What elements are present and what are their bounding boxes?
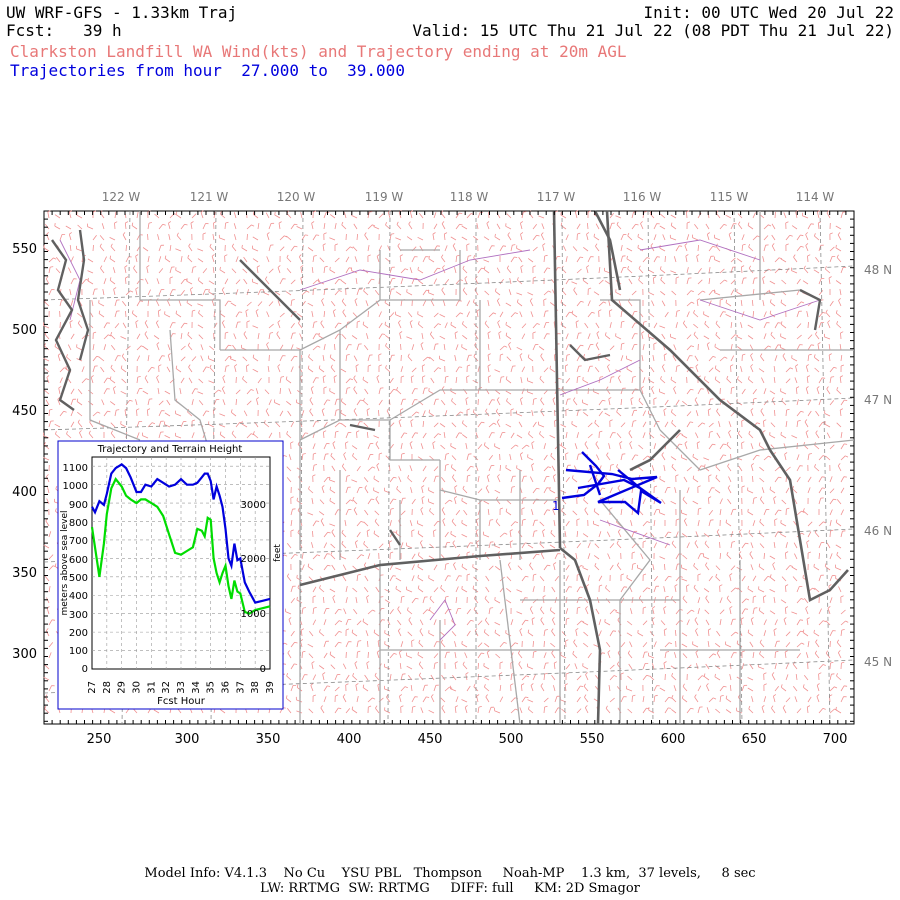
county-lines xyxy=(89,211,855,725)
inset-y-tick: 400 xyxy=(69,591,88,602)
inset-x-tick: 31 xyxy=(146,681,157,694)
init-time: Init: 00 UTC Wed 20 Jul 22 xyxy=(643,3,894,22)
y-tick-label: 450 xyxy=(12,404,37,419)
y-tick-label: 550 xyxy=(12,242,37,257)
model-physics: LW: RRTMG SW: RRTMG DIFF: full KM: 2D Sm… xyxy=(260,881,640,896)
plot-subtitle: Clarkston Landfill WA Wind(kts) and Traj… xyxy=(10,42,627,61)
forecast-hour: Fcst: 39 h xyxy=(6,21,122,40)
x-tick-label: 250 xyxy=(87,732,112,747)
x-tick-label: 300 xyxy=(175,732,200,747)
lat-label: 48 N xyxy=(864,263,892,277)
inset-y-tick-right: 0 xyxy=(260,664,266,675)
state-borders xyxy=(299,210,849,725)
inset-title: Trajectory and Terrain Height xyxy=(97,444,243,455)
inset-y-tick-right: 2000 xyxy=(241,554,266,565)
plot-title: UW WRF-GFS - 1.33km Traj xyxy=(6,3,238,22)
inset-x-tick: 29 xyxy=(117,681,128,694)
lon-label: 120 W xyxy=(277,190,316,204)
inset-x-tick: 38 xyxy=(250,681,261,694)
inset-y-tick: 1000 xyxy=(63,481,88,492)
inset-y-tick: 800 xyxy=(69,518,88,529)
valid-time: Valid: 15 UTC Thu 21 Jul 22 (08 PDT Thu … xyxy=(412,21,894,40)
inset-chart: Trajectory and Terrain Height 0 100 200 … xyxy=(57,440,284,710)
model-info: Model Info: V4.1.3 No Cu YSU PBL Thompso… xyxy=(144,866,756,881)
lon-label: 116 W xyxy=(623,190,662,204)
inset-y-tick: 600 xyxy=(69,555,88,566)
lon-label: 117 W xyxy=(537,190,576,204)
x-tick-label: 650 xyxy=(742,732,767,747)
inset-x-tick: 35 xyxy=(206,681,217,694)
inset-y-tick: 200 xyxy=(69,628,88,639)
lon-label: 122 W xyxy=(102,190,141,204)
inset-x-ticks: 27 28 29 30 31 32 33 34 35 36 37 38 39 xyxy=(87,681,276,694)
inset-y-tick: 500 xyxy=(69,573,88,584)
x-tick-label: 350 xyxy=(256,732,281,747)
lat-label: 47 N xyxy=(864,393,892,407)
inset-ylabel-right: feet xyxy=(273,544,283,562)
inset-y-tick: 300 xyxy=(69,610,88,621)
inset-y-tick: 0 xyxy=(82,664,88,675)
lon-label: 118 W xyxy=(450,190,489,204)
trajectory-range: Trajectories from hour 27.000 to 39.000 xyxy=(10,61,405,80)
trajectory-height-line xyxy=(91,463,271,604)
inset-x-tick: 27 xyxy=(87,681,98,694)
inset-xlabel: Fcst Hour xyxy=(157,696,206,707)
inset-x-tick: 30 xyxy=(132,681,143,694)
terrain-height-line xyxy=(90,477,271,615)
trajectory-end-marker: 1 xyxy=(552,499,560,513)
x-tick-label: 500 xyxy=(499,732,524,747)
coastline xyxy=(51,229,822,546)
trajectory-path xyxy=(561,451,662,516)
inset-x-tick: 39 xyxy=(265,681,276,694)
inset-x-tick: 36 xyxy=(221,681,232,694)
inset-y-tick: 1100 xyxy=(63,463,88,474)
lon-label: 115 W xyxy=(710,190,749,204)
inset-x-tick: 34 xyxy=(191,681,202,694)
lon-label: 119 W xyxy=(365,190,404,204)
inset-ylabel: meters above sea level xyxy=(60,510,70,615)
x-tick-label: 600 xyxy=(661,732,686,747)
inset-y-tick: 100 xyxy=(69,646,88,657)
inset-x-tick: 37 xyxy=(235,681,246,694)
lat-label: 45 N xyxy=(864,655,892,669)
frame-ticks xyxy=(43,210,854,724)
inset-x-tick: 32 xyxy=(161,681,172,694)
wind-barbs xyxy=(43,210,849,714)
y-tick-label: 400 xyxy=(12,485,37,500)
lon-label: 114 W xyxy=(796,190,835,204)
inset-x-tick: 28 xyxy=(102,681,113,694)
inset-grid xyxy=(92,457,270,669)
x-tick-label: 550 xyxy=(580,732,605,747)
inset-y-tick-right: 1000 xyxy=(241,609,266,620)
x-tick-label: 400 xyxy=(337,732,362,747)
lat-label: 46 N xyxy=(864,524,892,538)
y-tick-label: 500 xyxy=(12,323,37,338)
lon-label: 121 W xyxy=(190,190,229,204)
x-tick-label: 450 xyxy=(418,732,443,747)
y-tick-label: 350 xyxy=(12,566,37,581)
inset-y-tick: 900 xyxy=(69,500,88,511)
y-tick-label: 300 xyxy=(12,647,37,662)
inset-y-tick-right: 3000 xyxy=(241,500,266,511)
inset-y-tick: 700 xyxy=(69,536,88,547)
inset-x-tick: 33 xyxy=(176,681,187,694)
inset-series xyxy=(90,463,271,615)
x-tick-label: 700 xyxy=(823,732,848,747)
